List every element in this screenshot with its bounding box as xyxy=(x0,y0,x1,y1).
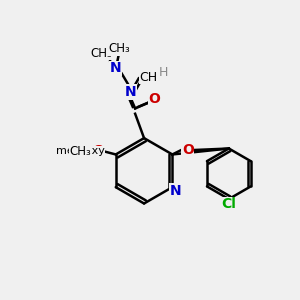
Text: N: N xyxy=(125,85,136,99)
Text: O: O xyxy=(148,92,160,106)
Text: Cl: Cl xyxy=(221,197,236,212)
Text: methoxy: methoxy xyxy=(56,146,104,157)
Text: O: O xyxy=(92,145,104,158)
Text: CH₃: CH₃ xyxy=(69,145,91,158)
Text: N: N xyxy=(110,61,122,75)
Text: N: N xyxy=(170,184,182,198)
Text: O: O xyxy=(182,143,194,157)
Text: H: H xyxy=(159,66,168,79)
Text: CH: CH xyxy=(140,71,158,84)
Text: CH₃: CH₃ xyxy=(108,42,130,56)
Text: CH₃: CH₃ xyxy=(90,47,112,60)
